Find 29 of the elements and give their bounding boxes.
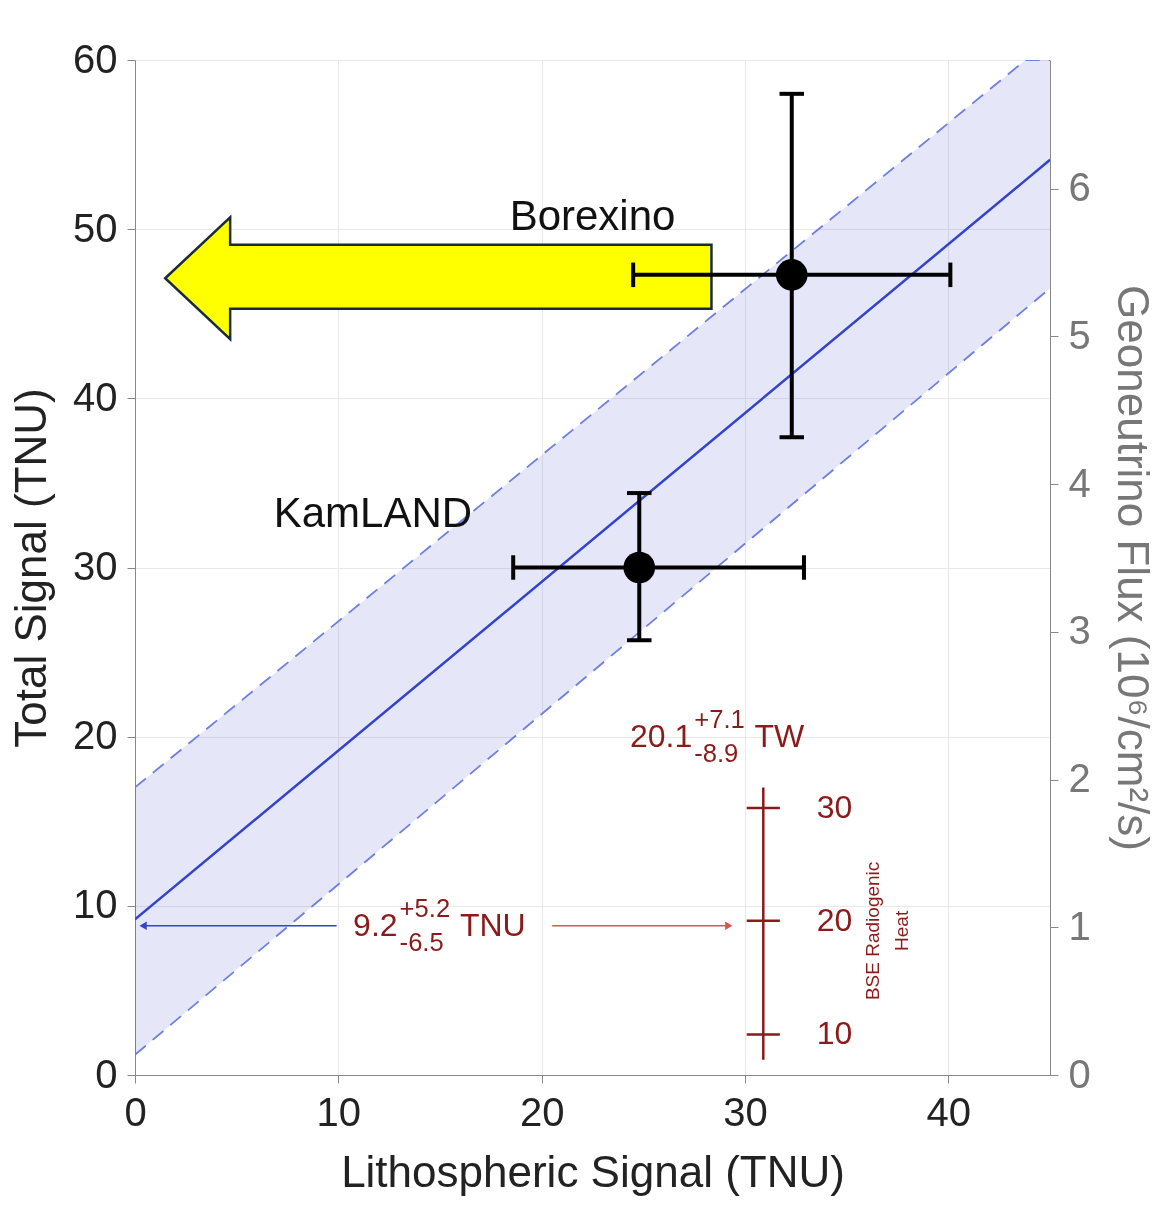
- x-axis-title: Lithospheric Signal (TNU): [341, 1146, 845, 1196]
- annotation: 10: [816, 1015, 853, 1052]
- y2-tick-label: 6: [1068, 165, 1091, 210]
- y2-tick-label: 4: [1068, 460, 1091, 505]
- y2-tick-label: 3: [1068, 608, 1091, 653]
- y-tick-label: 0: [95, 1051, 118, 1096]
- annotation: Borexino: [509, 192, 676, 240]
- y2-tick-label: 5: [1068, 312, 1091, 357]
- annotation: KamLAND: [273, 488, 473, 536]
- y-tick-label: 30: [73, 544, 118, 588]
- y-axis-title: Total Signal (TNU): [6, 388, 56, 748]
- x-tick-label: 30: [723, 1089, 768, 1134]
- annotation: Heat: [890, 910, 912, 951]
- y2-tick-label: 1: [1068, 903, 1091, 948]
- annotation: BSE Radiogenic: [862, 861, 884, 1001]
- y-tick-label: 10: [73, 882, 118, 927]
- y2-tick-label: 2: [1068, 756, 1091, 801]
- x-tick-label: 40: [926, 1089, 972, 1134]
- x-tick-label: 20: [519, 1089, 565, 1134]
- y-tick-label: 50: [73, 205, 118, 250]
- y-tick-label: 60: [73, 36, 118, 81]
- y2-axis-title: Geoneutrino Flux (10⁶/cm²/s): [1108, 285, 1158, 851]
- annotation: 30: [816, 789, 853, 826]
- x-tick-label: 10: [316, 1089, 362, 1134]
- x-tick-label: 0: [124, 1089, 147, 1134]
- y2-tick-label: 0: [1068, 1051, 1091, 1096]
- y-tick-label: 20: [73, 713, 118, 758]
- y-tick-label: 40: [73, 374, 118, 419]
- annotation: 20: [816, 901, 853, 938]
